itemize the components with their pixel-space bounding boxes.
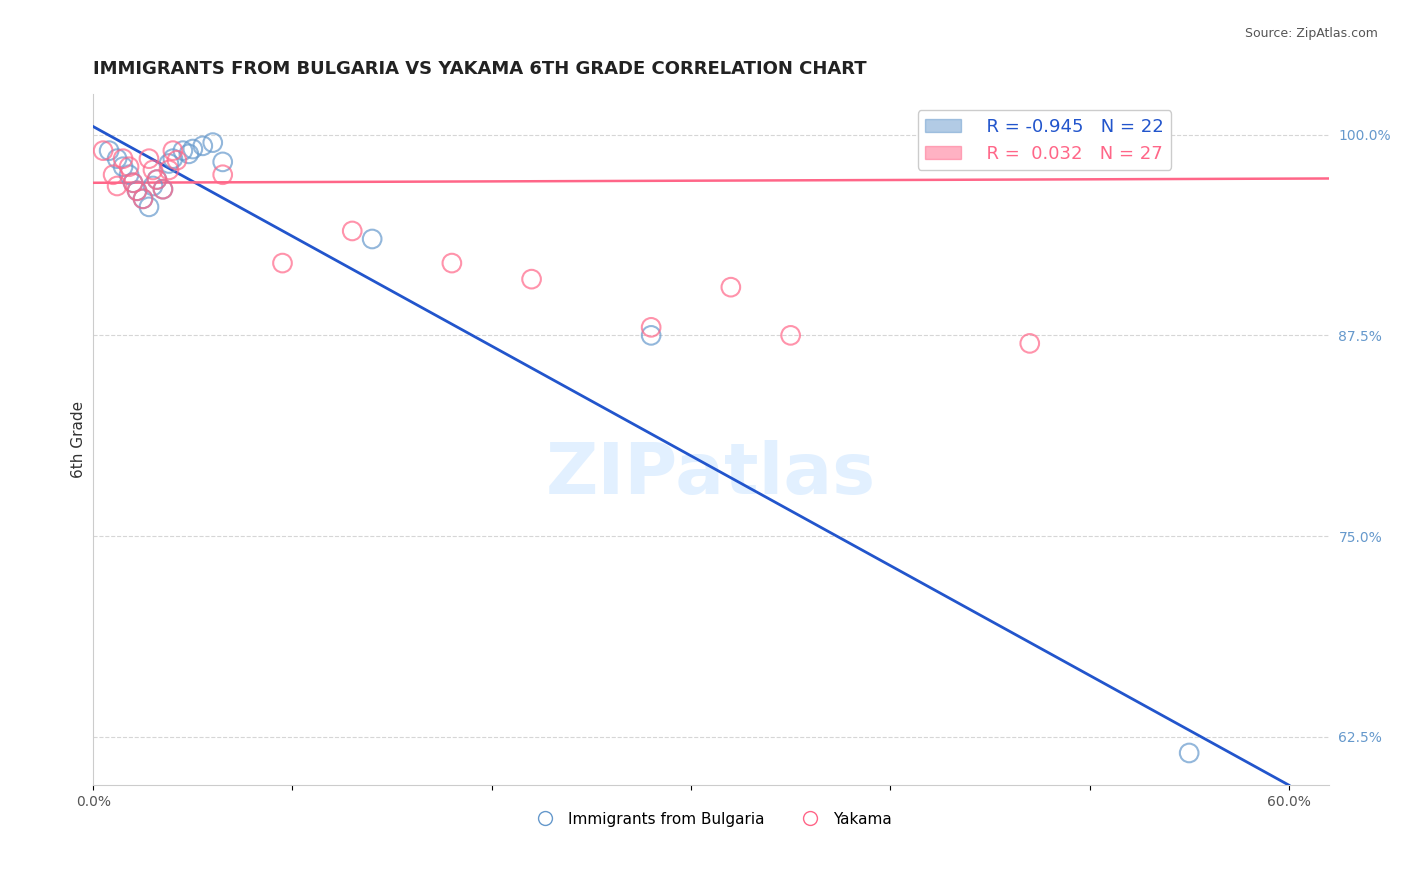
Point — [191, 138, 214, 153]
Point — [101, 168, 124, 182]
Point — [640, 320, 662, 334]
Point — [520, 272, 543, 286]
Point — [157, 162, 180, 177]
Point — [1078, 152, 1101, 166]
Point — [105, 152, 128, 166]
Point — [125, 184, 148, 198]
Point — [271, 256, 294, 270]
Point — [142, 179, 165, 194]
Point — [125, 184, 148, 198]
Point — [162, 144, 184, 158]
Point — [105, 179, 128, 194]
Point — [440, 256, 463, 270]
Point — [181, 142, 204, 156]
Point — [98, 144, 121, 158]
Text: IMMIGRANTS FROM BULGARIA VS YAKAMA 6TH GRADE CORRELATION CHART: IMMIGRANTS FROM BULGARIA VS YAKAMA 6TH G… — [93, 60, 868, 78]
Point — [211, 168, 233, 182]
Point — [152, 182, 174, 196]
Text: ZIPatlas: ZIPatlas — [546, 440, 876, 508]
Point — [172, 144, 194, 158]
Point — [132, 192, 155, 206]
Point — [1178, 746, 1201, 760]
Point — [138, 152, 160, 166]
Point — [152, 182, 174, 196]
Point — [112, 152, 135, 166]
Text: Source: ZipAtlas.com: Source: ZipAtlas.com — [1244, 27, 1378, 40]
Point — [146, 172, 169, 186]
Point — [118, 160, 141, 174]
Point — [720, 280, 742, 294]
Y-axis label: 6th Grade: 6th Grade — [72, 401, 86, 478]
Point — [166, 153, 188, 168]
Point — [1018, 336, 1040, 351]
Point — [138, 200, 160, 214]
Point — [118, 168, 141, 182]
Point — [211, 154, 233, 169]
Point — [201, 136, 224, 150]
Point — [122, 176, 145, 190]
Point — [132, 192, 155, 206]
Legend: Immigrants from Bulgaria, Yakama: Immigrants from Bulgaria, Yakama — [523, 805, 898, 833]
Point — [157, 156, 180, 170]
Point — [122, 176, 145, 190]
Point — [112, 160, 135, 174]
Point — [91, 144, 114, 158]
Point — [361, 232, 384, 246]
Point — [177, 146, 200, 161]
Point — [146, 172, 169, 186]
Point — [779, 328, 801, 343]
Point — [142, 162, 165, 177]
Point — [162, 152, 184, 166]
Point — [342, 224, 364, 238]
Point — [640, 328, 662, 343]
